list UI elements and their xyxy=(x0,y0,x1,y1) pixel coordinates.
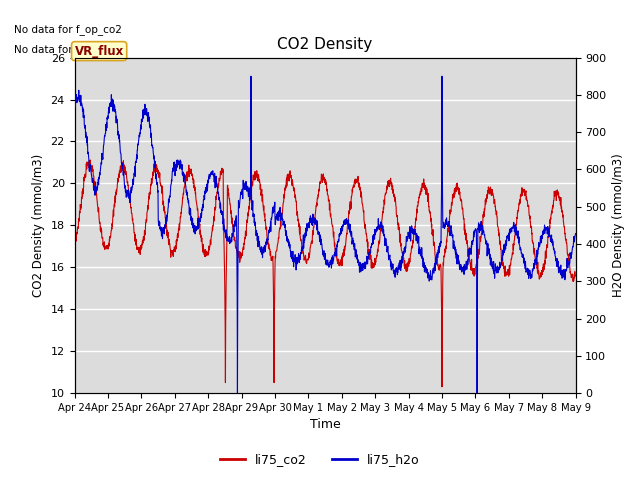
Y-axis label: CO2 Density (mmol/m3): CO2 Density (mmol/m3) xyxy=(32,154,45,297)
Title: CO2 Density: CO2 Density xyxy=(277,37,372,52)
Text: No data for f_op_h2o: No data for f_op_h2o xyxy=(14,44,123,55)
X-axis label: Time: Time xyxy=(310,419,340,432)
Text: VR_flux: VR_flux xyxy=(74,45,124,58)
Y-axis label: H2O Density (mmol/m3): H2O Density (mmol/m3) xyxy=(612,154,625,297)
Text: No data for f_op_co2: No data for f_op_co2 xyxy=(14,24,122,35)
Legend: li75_co2, li75_h2o: li75_co2, li75_h2o xyxy=(215,448,425,471)
